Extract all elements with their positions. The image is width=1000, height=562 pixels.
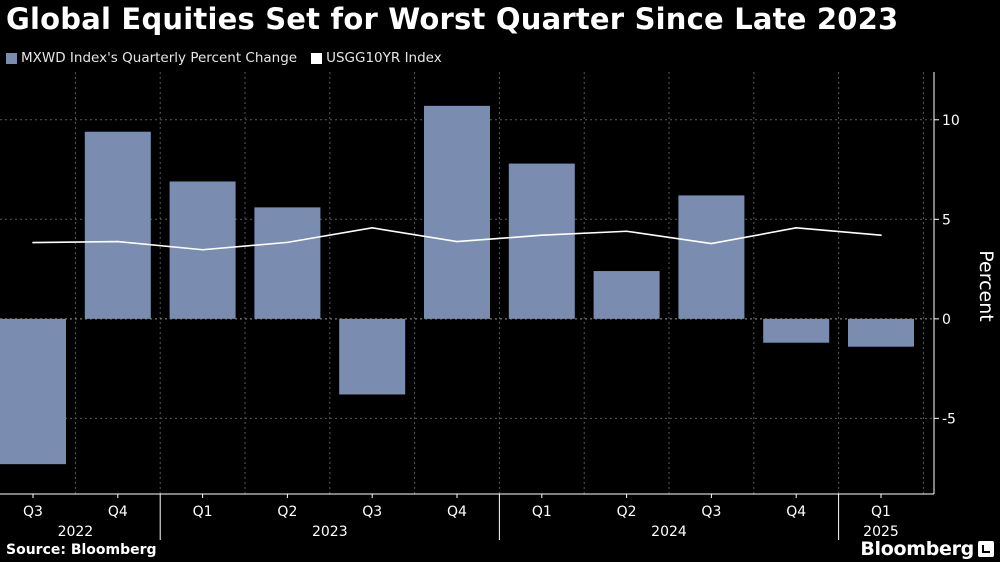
bar-q2-3 <box>254 207 321 319</box>
legend-swatch-line <box>311 52 323 64</box>
bar-q4-9 <box>763 318 830 343</box>
year-label: 2022 <box>58 524 94 540</box>
line-point-10 <box>880 234 882 237</box>
line-point-5 <box>456 240 458 243</box>
bloomberg-logo-icon <box>978 541 994 557</box>
x-tick-label: Q2 <box>277 504 297 520</box>
line-point-8 <box>710 242 713 245</box>
year-label: 2025 <box>863 524 899 540</box>
x-tick-label: Q2 <box>617 504 637 520</box>
line-point-2 <box>201 248 204 251</box>
bar-q1-10 <box>848 318 914 347</box>
x-tick-label: Q1 <box>532 504 552 520</box>
legend-label-line: USGG10YR Index <box>326 50 442 66</box>
bar-q2-7 <box>593 271 660 319</box>
x-tick-label: Q3 <box>23 504 43 520</box>
legend-item-bars: MXWD Index's Quarterly Percent Change <box>6 50 297 66</box>
brand-wordmark: Bloomberg <box>860 538 974 560</box>
line-point-7 <box>625 230 628 233</box>
legend-label-bars: MXWD Index's Quarterly Percent Change <box>21 50 298 66</box>
bar-q3-8 <box>678 195 745 319</box>
line-point-0 <box>32 241 34 244</box>
legend-item-line: USGG10YR Index <box>311 50 442 66</box>
x-tick-label: Q4 <box>108 504 128 520</box>
line-point-3 <box>286 241 289 244</box>
y-tick-label: 0 <box>942 312 951 328</box>
bar-q4-5 <box>424 105 490 319</box>
x-tick-label: Q4 <box>447 504 467 520</box>
y-axis-title: Percent <box>975 250 997 322</box>
bar-q1-6 <box>508 163 575 319</box>
year-label: 2023 <box>312 524 348 540</box>
year-label: 2024 <box>651 524 687 540</box>
line-point-4 <box>371 227 374 229</box>
bar-q3-0 <box>0 318 66 465</box>
x-tick-label: Q3 <box>701 504 721 520</box>
bar-q3-4 <box>339 318 406 395</box>
legend-swatch-bars <box>6 52 17 64</box>
x-tick-label: Q1 <box>871 504 891 520</box>
bar-q4-1 <box>84 131 151 319</box>
y-tick-label: -5 <box>942 411 956 427</box>
source-note: Source: Bloomberg <box>6 542 157 558</box>
line-point-6 <box>541 234 543 237</box>
x-tick-label: Q4 <box>786 504 806 520</box>
x-tick-label: Q3 <box>362 504 382 520</box>
y-tick-label: 5 <box>942 212 951 228</box>
legend: MXWD Index's Quarterly Percent Change US… <box>6 50 456 66</box>
line-point-9 <box>795 227 797 229</box>
chart-title: Global Equities Set for Worst Quarter Si… <box>6 2 899 36</box>
y-tick-label: 10 <box>942 113 960 129</box>
line-point-1 <box>117 240 119 243</box>
x-tick-label: Q1 <box>193 504 213 520</box>
